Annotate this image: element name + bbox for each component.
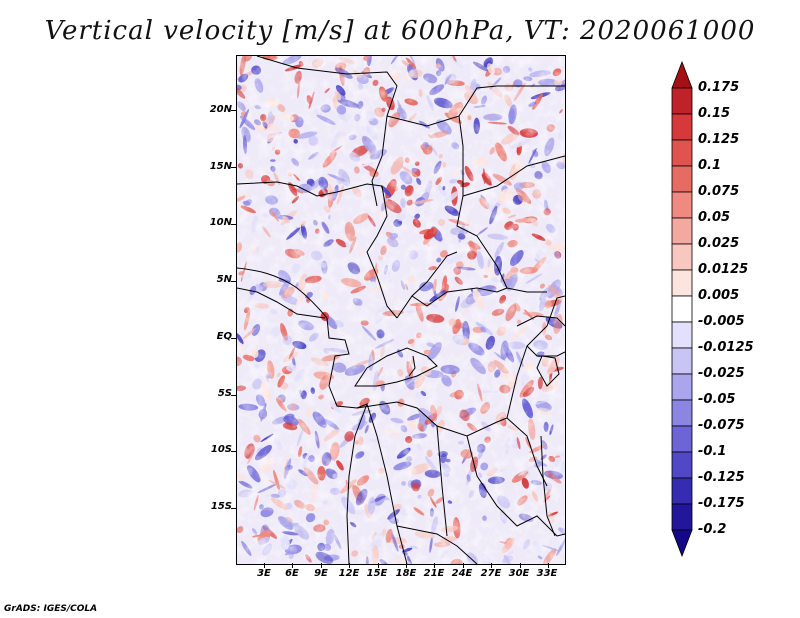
lat-label: 10S: [210, 444, 232, 455]
lat-tick: [231, 110, 236, 111]
map-panel: [236, 55, 566, 565]
country-borders: [237, 56, 565, 564]
colorbar-level: -0.05: [698, 392, 736, 407]
lon-tick: [264, 563, 265, 568]
colorbar-level: -0.005: [698, 314, 745, 329]
lon-tick: [377, 563, 379, 568]
lat-label: 10N: [209, 217, 232, 228]
colorbar-box: [671, 243, 693, 271]
lat-label: 20N: [209, 104, 232, 115]
colorbar-box: [671, 321, 693, 349]
lon-tick: [349, 563, 351, 568]
colorbar-box: [671, 503, 693, 531]
colorbar-box: [671, 451, 693, 479]
lon-label: 18E: [395, 568, 417, 579]
credit-text: GrADS: IGES/COLA: [4, 604, 98, 614]
colorbar-box: [671, 373, 693, 401]
colorbar-level: 0.15: [698, 106, 731, 121]
colorbar-box: [671, 269, 693, 297]
lat-tick: [231, 337, 236, 339]
lon-label: 30E: [508, 568, 530, 579]
lon-label: 33E: [536, 568, 558, 579]
lon-tick: [292, 563, 294, 568]
lat-tick: [231, 394, 236, 396]
lat-tick: [231, 223, 236, 225]
map-title: Vertical velocity [m/s] at 600hPa, VT: 2…: [44, 16, 756, 46]
lon-label: 3E: [257, 568, 271, 579]
lon-tick: [320, 563, 322, 568]
colorbar-level: -0.1: [698, 444, 727, 459]
colorbar-level: 0.075: [698, 184, 740, 199]
colorbar-box: [671, 87, 693, 115]
colorbar-box: [671, 165, 693, 193]
colorbar-arrow-bottom: [671, 529, 693, 558]
colorbar-level: 0.005: [698, 288, 740, 303]
lat-tick: [231, 508, 236, 510]
lat-label: EQ: [216, 331, 232, 342]
colorbar-arrow-top: [671, 60, 693, 89]
colorbar-box: [671, 477, 693, 505]
lat-label: 15S: [210, 501, 232, 512]
colorbar-box: [671, 139, 693, 167]
colorbar-level: -0.075: [698, 418, 745, 433]
lon-label: 27E: [480, 568, 502, 579]
colorbar-level: 0.1: [698, 158, 722, 173]
colorbar-box: [671, 399, 693, 427]
velocity-field: [237, 56, 565, 564]
colorbar-box: [671, 295, 693, 323]
colorbar-box: [671, 425, 693, 453]
colorbar-level: -0.0125: [698, 340, 754, 355]
lon-tick: [491, 563, 493, 568]
lon-tick: [519, 563, 521, 568]
colorbar-level: -0.125: [698, 470, 745, 485]
colorbar-box: [671, 217, 693, 245]
lat-label: 15N: [209, 161, 232, 172]
colorbar-box: [671, 347, 693, 375]
lon-label: 24E: [451, 568, 473, 579]
lon-tick: [462, 563, 464, 568]
lon-tick: [406, 563, 407, 568]
lat-tick: [231, 166, 236, 168]
lat-label: 5N: [216, 274, 232, 285]
colorbar-level: -0.2: [698, 522, 727, 537]
colorbar-level: 0.05: [698, 210, 731, 225]
colorbar: [671, 60, 693, 558]
colorbar-level: -0.025: [698, 366, 745, 381]
lon-label: 6E: [285, 568, 299, 579]
lon-label: 9E: [314, 568, 328, 579]
lon-tick: [434, 563, 436, 568]
lat-tick: [231, 451, 236, 453]
lon-label: 21E: [423, 568, 445, 579]
colorbar-level: -0.175: [698, 496, 745, 511]
colorbar-box: [671, 113, 693, 141]
colorbar-level: 0.025: [698, 236, 740, 251]
lon-tick: [548, 563, 549, 568]
lat-tick: [231, 280, 236, 282]
colorbar-box: [671, 191, 693, 219]
colorbar-level: 0.125: [698, 132, 740, 147]
colorbar-level: 0.175: [698, 80, 740, 95]
lon-label: 12E: [338, 568, 360, 579]
colorbar-level: 0.0125: [698, 262, 749, 277]
lat-label: 5S: [217, 388, 232, 399]
lon-label: 15E: [366, 568, 388, 579]
